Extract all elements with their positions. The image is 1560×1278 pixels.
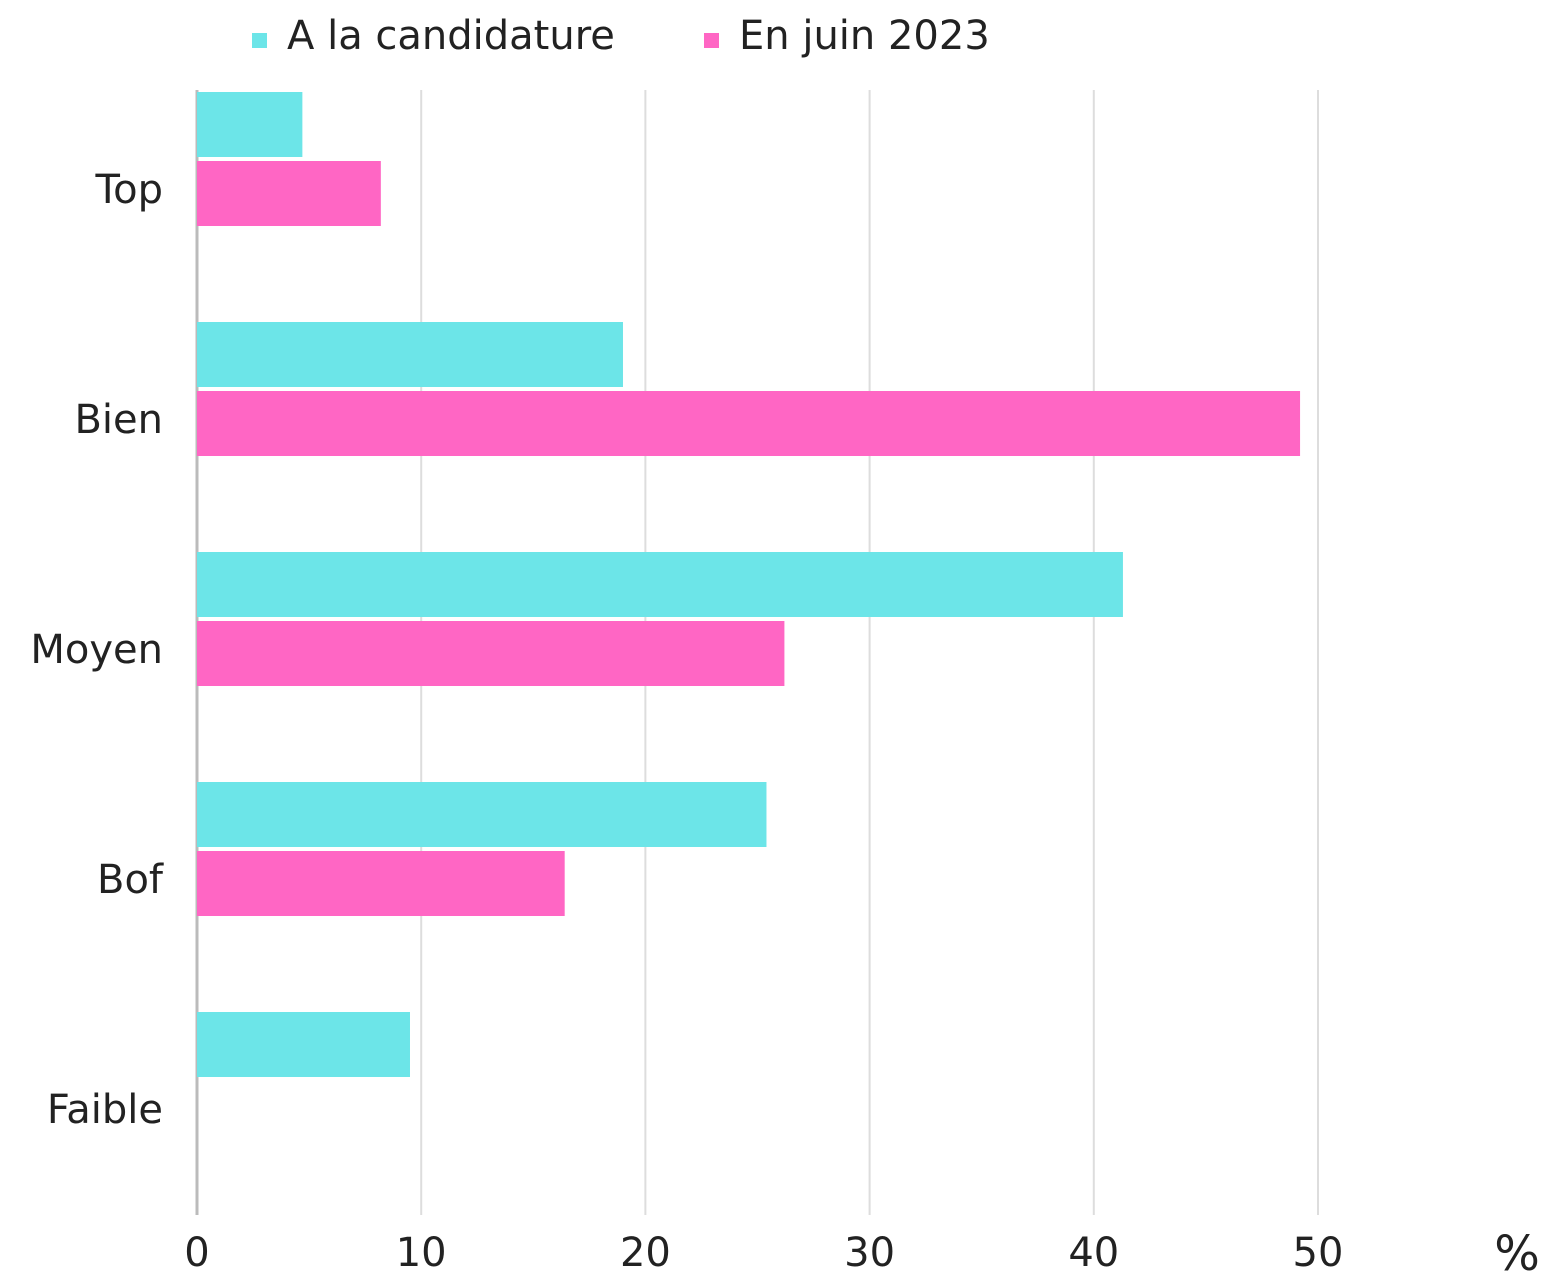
legend-label: A la candidature bbox=[287, 13, 615, 59]
bar bbox=[197, 322, 623, 387]
y-tick-label: Bof bbox=[97, 857, 164, 903]
bar bbox=[197, 552, 1123, 617]
y-tick-label: Top bbox=[95, 167, 164, 213]
x-tick-label: 20 bbox=[620, 1230, 671, 1276]
y-tick-label: Faible bbox=[47, 1087, 163, 1133]
bar bbox=[197, 782, 767, 847]
x-tick-label: 30 bbox=[844, 1230, 895, 1276]
bar bbox=[197, 621, 785, 686]
legend-label: En juin 2023 bbox=[739, 13, 990, 59]
legend-swatch bbox=[704, 33, 719, 48]
x-tick-label: 50 bbox=[1293, 1230, 1344, 1276]
bar bbox=[197, 1012, 410, 1077]
bar bbox=[197, 92, 303, 157]
bar bbox=[197, 391, 1301, 456]
bar bbox=[197, 161, 381, 226]
x-axis-label: % bbox=[1494, 1226, 1540, 1278]
x-tick-label: 0 bbox=[184, 1230, 209, 1276]
bar bbox=[197, 851, 565, 916]
y-tick-label: Moyen bbox=[30, 627, 163, 673]
y-tick-label: Bien bbox=[74, 397, 163, 443]
x-tick-label: 40 bbox=[1068, 1230, 1119, 1276]
legend-swatch bbox=[252, 33, 267, 48]
x-tick-label: 10 bbox=[396, 1230, 447, 1276]
